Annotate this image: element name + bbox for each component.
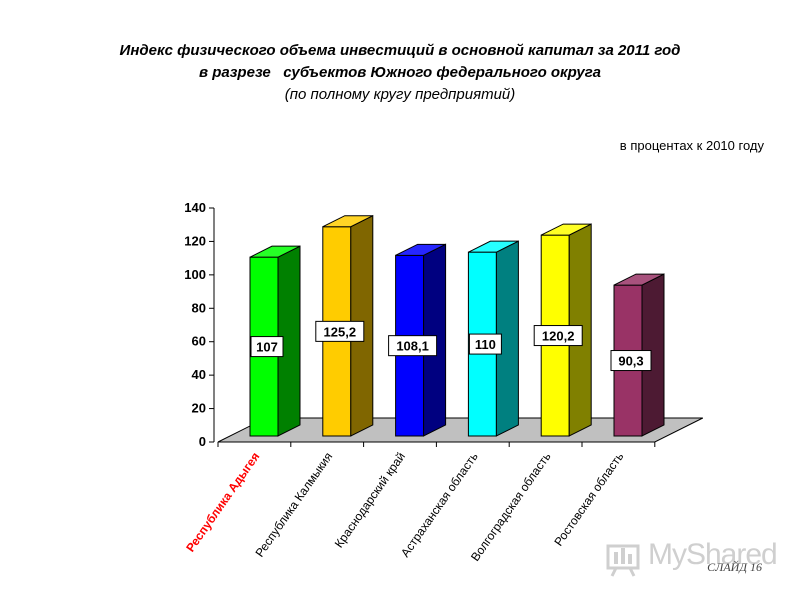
- category-label: Ростовская область: [551, 450, 626, 549]
- bar-top: [468, 240, 519, 253]
- y-tick-label: 100: [184, 267, 206, 282]
- data-label-box: [250, 336, 284, 358]
- data-label: 125,2: [324, 324, 357, 339]
- data-label-box: [388, 335, 438, 357]
- y-tick-label: 40: [192, 367, 206, 382]
- bar-top: [395, 243, 446, 256]
- category-label: Республика Адыгея: [183, 450, 262, 555]
- data-label: 108,1: [396, 339, 429, 354]
- category-label: Республика Калмыкия: [252, 450, 335, 560]
- data-label-box: [533, 325, 583, 347]
- chart-subtitle: (по полному кругу предприятий): [284, 86, 516, 103]
- y-tick-label: 120: [184, 233, 206, 248]
- bar-top: [540, 223, 592, 236]
- slide-number: СЛАЙД 16: [707, 560, 762, 574]
- category-label: Волгоградская область: [468, 450, 554, 564]
- bar-top: [613, 273, 665, 286]
- unit-label: в процентах к 2010 году: [619, 138, 764, 153]
- watermark: MyShared: [604, 536, 778, 578]
- chart-title-line1: Индекс физического объема инвестиций в о…: [119, 42, 681, 59]
- data-label-box: [315, 320, 365, 342]
- category-label: Астраханская область: [398, 450, 481, 560]
- bar-top: [249, 245, 301, 258]
- data-label: 107: [256, 340, 278, 355]
- watermark-text: MyShared: [648, 538, 778, 571]
- y-tick-label: 0: [199, 434, 206, 449]
- watermark-logo-icon: [606, 544, 640, 577]
- y-tick-label: 20: [192, 401, 206, 416]
- data-label: 120,2: [542, 329, 575, 344]
- bar-top: [322, 215, 374, 228]
- category-label: Краснодарский край: [332, 450, 408, 551]
- data-label: 110: [475, 337, 496, 352]
- data-label-box: [468, 333, 502, 355]
- y-tick-label: 80: [192, 300, 206, 315]
- chart-title-line2: в разрезе субъектов Южного федерального …: [199, 64, 601, 81]
- y-tick-label: 140: [184, 200, 206, 215]
- y-tick-label: 60: [192, 334, 206, 349]
- data-label-box: [610, 350, 652, 372]
- data-label: 90,3: [618, 354, 643, 369]
